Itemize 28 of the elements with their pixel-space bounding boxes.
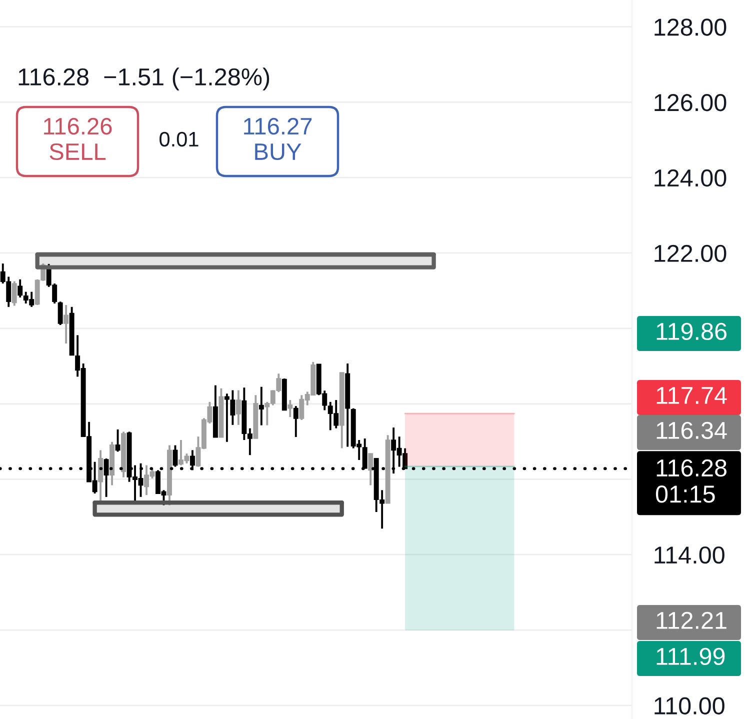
y-tick-label: 110.00 <box>654 697 724 714</box>
candlestick <box>368 452 374 486</box>
y-tick-label: 114.00 <box>654 546 724 564</box>
text: 119.86 <box>656 322 726 340</box>
y-tick-label: 122.00 <box>654 244 726 262</box>
candlestick <box>115 428 120 453</box>
y-tick-label: 126.00 <box>654 94 726 112</box>
text: 116.28 −1.51 (−1.28%) <box>18 68 270 90</box>
candlestick <box>236 389 241 426</box>
candlestick <box>258 386 264 426</box>
candlestick <box>293 405 298 438</box>
candlestick <box>58 300 63 326</box>
candlestick <box>18 278 23 298</box>
annotation: 116.27 BUY <box>244 118 312 160</box>
annotation: 0.01 <box>160 132 198 147</box>
text: 116.34 <box>656 422 727 440</box>
text: 112.21 <box>656 612 726 629</box>
candlestick <box>12 280 17 307</box>
y-tick-label: 124.00 <box>654 169 726 187</box>
text: 117.74 <box>656 387 727 404</box>
candlestick <box>224 392 230 443</box>
candlestick <box>230 389 236 426</box>
text: 111.99 <box>656 648 725 666</box>
ref-line-label: 116.28 01:15 <box>656 459 726 503</box>
candlestick <box>64 304 69 344</box>
candlestick <box>288 399 293 418</box>
y-tick-label: 128.00 <box>654 18 726 36</box>
annotation: 116.26 SELL <box>44 118 112 160</box>
